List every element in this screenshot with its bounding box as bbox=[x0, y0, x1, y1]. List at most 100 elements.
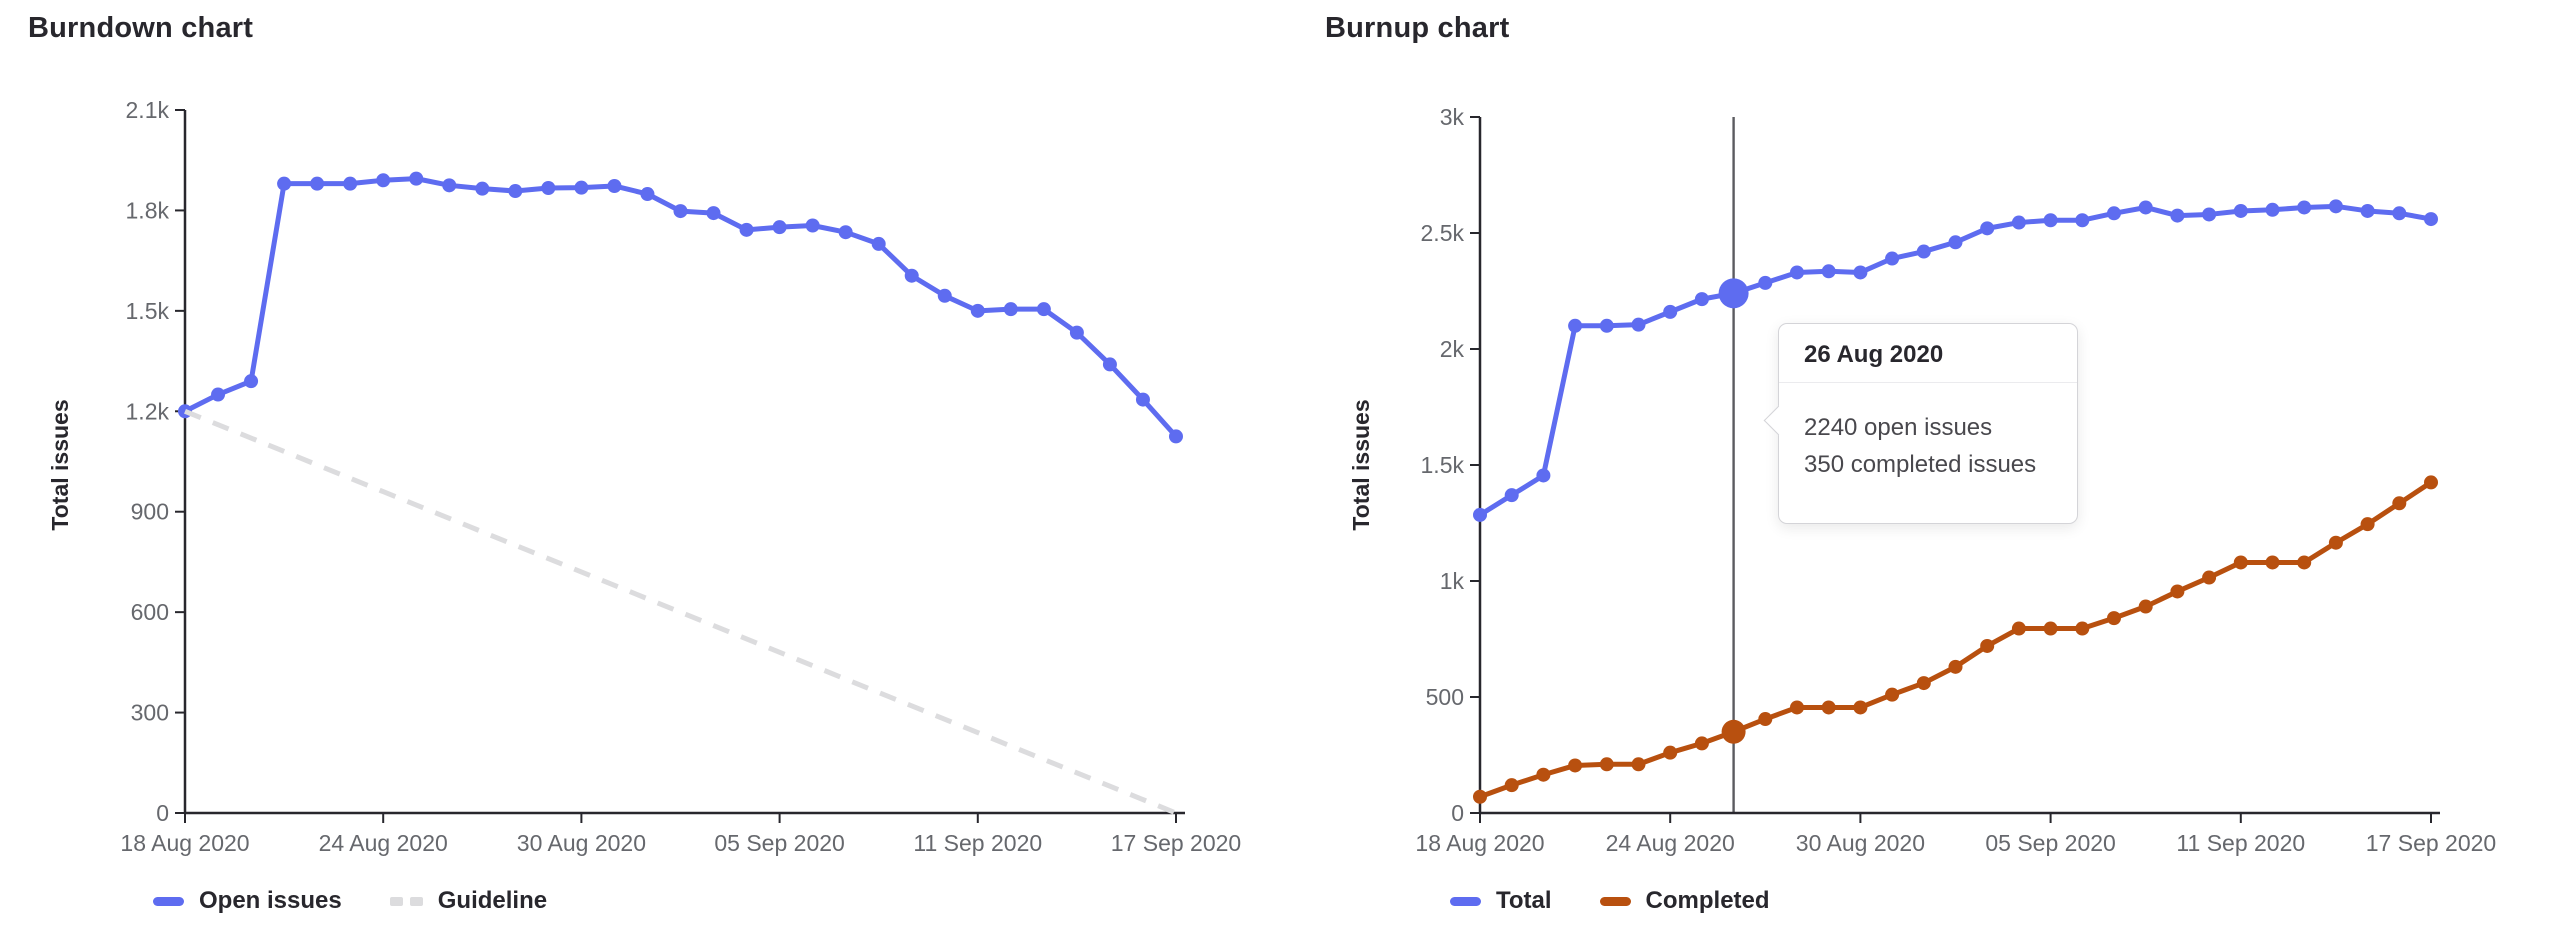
legend-item-guideline[interactable]: Guideline bbox=[389, 887, 547, 915]
data-point-completed[interactable] bbox=[2297, 555, 2312, 570]
data-point-open-issues[interactable] bbox=[508, 184, 523, 199]
data-point-completed[interactable] bbox=[2233, 555, 2248, 570]
data-point-open-issues[interactable] bbox=[343, 176, 358, 191]
data-point-completed[interactable] bbox=[1599, 757, 1614, 772]
data-point-completed[interactable] bbox=[2138, 599, 2153, 614]
data-point-open-issues[interactable] bbox=[1168, 429, 1183, 444]
data-point-completed[interactable] bbox=[2075, 621, 2090, 636]
data-point-total[interactable] bbox=[2392, 206, 2407, 221]
data-point-open-issues[interactable] bbox=[574, 180, 589, 195]
data-point-open-issues[interactable] bbox=[640, 187, 655, 202]
data-point-completed[interactable] bbox=[1916, 676, 1931, 691]
data-point-total[interactable] bbox=[1790, 265, 1804, 280]
data-point-completed[interactable] bbox=[1694, 736, 1709, 751]
data-point-total[interactable] bbox=[1853, 265, 1868, 280]
data-point-total[interactable] bbox=[2075, 213, 2090, 228]
data-point-total[interactable] bbox=[2424, 212, 2438, 227]
data-point-total[interactable] bbox=[2011, 215, 2026, 230]
data-point-total[interactable] bbox=[2107, 206, 2121, 221]
data-point-completed[interactable] bbox=[2011, 621, 2026, 636]
data-point-open-issues[interactable] bbox=[838, 225, 853, 240]
data-point-total[interactable] bbox=[1663, 304, 1678, 319]
data-point-completed[interactable] bbox=[1980, 638, 1995, 653]
data-point-completed[interactable] bbox=[2328, 535, 2343, 550]
data-point-completed[interactable] bbox=[2170, 584, 2185, 599]
data-point-open-issues[interactable] bbox=[706, 206, 721, 221]
data-point-open-issues[interactable] bbox=[244, 374, 259, 389]
data-point-total[interactable] bbox=[1504, 488, 1519, 503]
data-point-total[interactable] bbox=[2233, 203, 2248, 218]
data-point-open-issues[interactable] bbox=[871, 236, 886, 251]
data-point-completed[interactable] bbox=[1853, 700, 1868, 715]
burnup-plot-area[interactable]: 0 500 1k 1.5k 2k 2.5k 3k 18 Aug 2020 24 Aug 2020… bbox=[1277, 0, 2554, 952]
data-point-total[interactable] bbox=[1948, 235, 1963, 250]
data-point-total[interactable] bbox=[2202, 207, 2217, 222]
data-point-total[interactable] bbox=[1568, 318, 1583, 333]
data-point-open-issues[interactable] bbox=[376, 173, 391, 188]
data-point-total[interactable] bbox=[1473, 507, 1487, 522]
data-point-completed[interactable] bbox=[1568, 758, 1583, 773]
data-point-completed[interactable] bbox=[1948, 659, 1963, 674]
data-point-open-issues[interactable] bbox=[409, 171, 424, 186]
data-point-total[interactable] bbox=[1821, 264, 1836, 279]
data-point-open-issues[interactable] bbox=[1135, 392, 1150, 407]
data-point-completed[interactable] bbox=[2107, 611, 2121, 626]
data-point-completed[interactable] bbox=[2392, 496, 2407, 511]
data-point-completed[interactable] bbox=[1631, 757, 1646, 772]
burndown-plot-area[interactable]: 0 300 600 900 1.2k 1.5k 1.8k 2.1k 18 Aug 2020 24 … bbox=[0, 0, 1277, 952]
legend-item-completed[interactable]: Completed bbox=[1599, 887, 1770, 915]
data-point-open-issues[interactable] bbox=[1003, 302, 1018, 317]
data-point-open-issues[interactable] bbox=[1069, 325, 1084, 340]
data-point-total[interactable] bbox=[1916, 244, 1931, 259]
data-point-completed[interactable] bbox=[1536, 767, 1551, 782]
data-point-total[interactable] bbox=[2170, 208, 2185, 223]
data-point-open-issues[interactable] bbox=[277, 176, 292, 191]
data-point-open-issues[interactable] bbox=[739, 222, 754, 237]
data-point-open-issues[interactable] bbox=[541, 180, 556, 195]
data-point-completed[interactable] bbox=[2043, 621, 2058, 636]
data-point-total[interactable] bbox=[1758, 275, 1773, 290]
highlighted-point-total[interactable] bbox=[1718, 278, 1749, 309]
data-point-completed[interactable] bbox=[1663, 745, 1678, 760]
data-point-total[interactable] bbox=[2328, 199, 2343, 214]
data-point-open-issues[interactable] bbox=[310, 176, 325, 191]
data-point-total[interactable] bbox=[2265, 202, 2280, 217]
data-point-completed[interactable] bbox=[1473, 789, 1487, 804]
data-point-open-issues[interactable] bbox=[211, 387, 226, 402]
data-point-completed[interactable] bbox=[2360, 517, 2375, 532]
data-point-completed[interactable] bbox=[1758, 712, 1773, 727]
data-point-open-issues[interactable] bbox=[805, 218, 820, 233]
data-point-total[interactable] bbox=[1885, 251, 1900, 266]
data-point-completed[interactable] bbox=[2424, 475, 2438, 490]
data-point-total[interactable] bbox=[2297, 200, 2312, 215]
data-point-total[interactable] bbox=[2043, 213, 2058, 228]
legend-item-total[interactable]: Total bbox=[1450, 887, 1552, 915]
data-point-total[interactable] bbox=[1694, 292, 1709, 307]
data-point-completed[interactable] bbox=[1504, 778, 1519, 793]
data-point-total[interactable] bbox=[1536, 468, 1551, 483]
data-point-open-issues[interactable] bbox=[1036, 302, 1051, 317]
data-point-total[interactable] bbox=[1599, 318, 1614, 333]
data-point-open-issues[interactable] bbox=[673, 204, 688, 219]
data-point-completed[interactable] bbox=[2265, 555, 2280, 570]
data-point-open-issues[interactable] bbox=[772, 220, 787, 235]
data-point-open-issues[interactable] bbox=[937, 288, 952, 303]
highlighted-point-completed[interactable] bbox=[1721, 719, 1746, 744]
data-point-open-issues[interactable] bbox=[607, 178, 622, 193]
data-point-total[interactable] bbox=[2138, 200, 2153, 215]
data-point-total[interactable] bbox=[1980, 221, 1995, 236]
data-point-open-issues[interactable] bbox=[1102, 357, 1117, 372]
data-point-completed[interactable] bbox=[1885, 687, 1900, 702]
data-point-total[interactable] bbox=[1631, 317, 1646, 332]
data-point-completed[interactable] bbox=[1790, 700, 1804, 715]
data-point-open-issues[interactable] bbox=[475, 181, 490, 196]
data-point-open-issues[interactable] bbox=[970, 303, 985, 318]
y-tick-label: 0 bbox=[1451, 800, 1464, 826]
data-point-open-issues[interactable] bbox=[904, 268, 919, 283]
data-point-open-issues[interactable] bbox=[442, 178, 457, 193]
data-point-completed[interactable] bbox=[2202, 570, 2217, 585]
data-point-completed[interactable] bbox=[1821, 700, 1836, 715]
data-point-total[interactable] bbox=[2360, 203, 2375, 218]
legend-item-open-issues[interactable]: Open issues bbox=[153, 887, 342, 915]
